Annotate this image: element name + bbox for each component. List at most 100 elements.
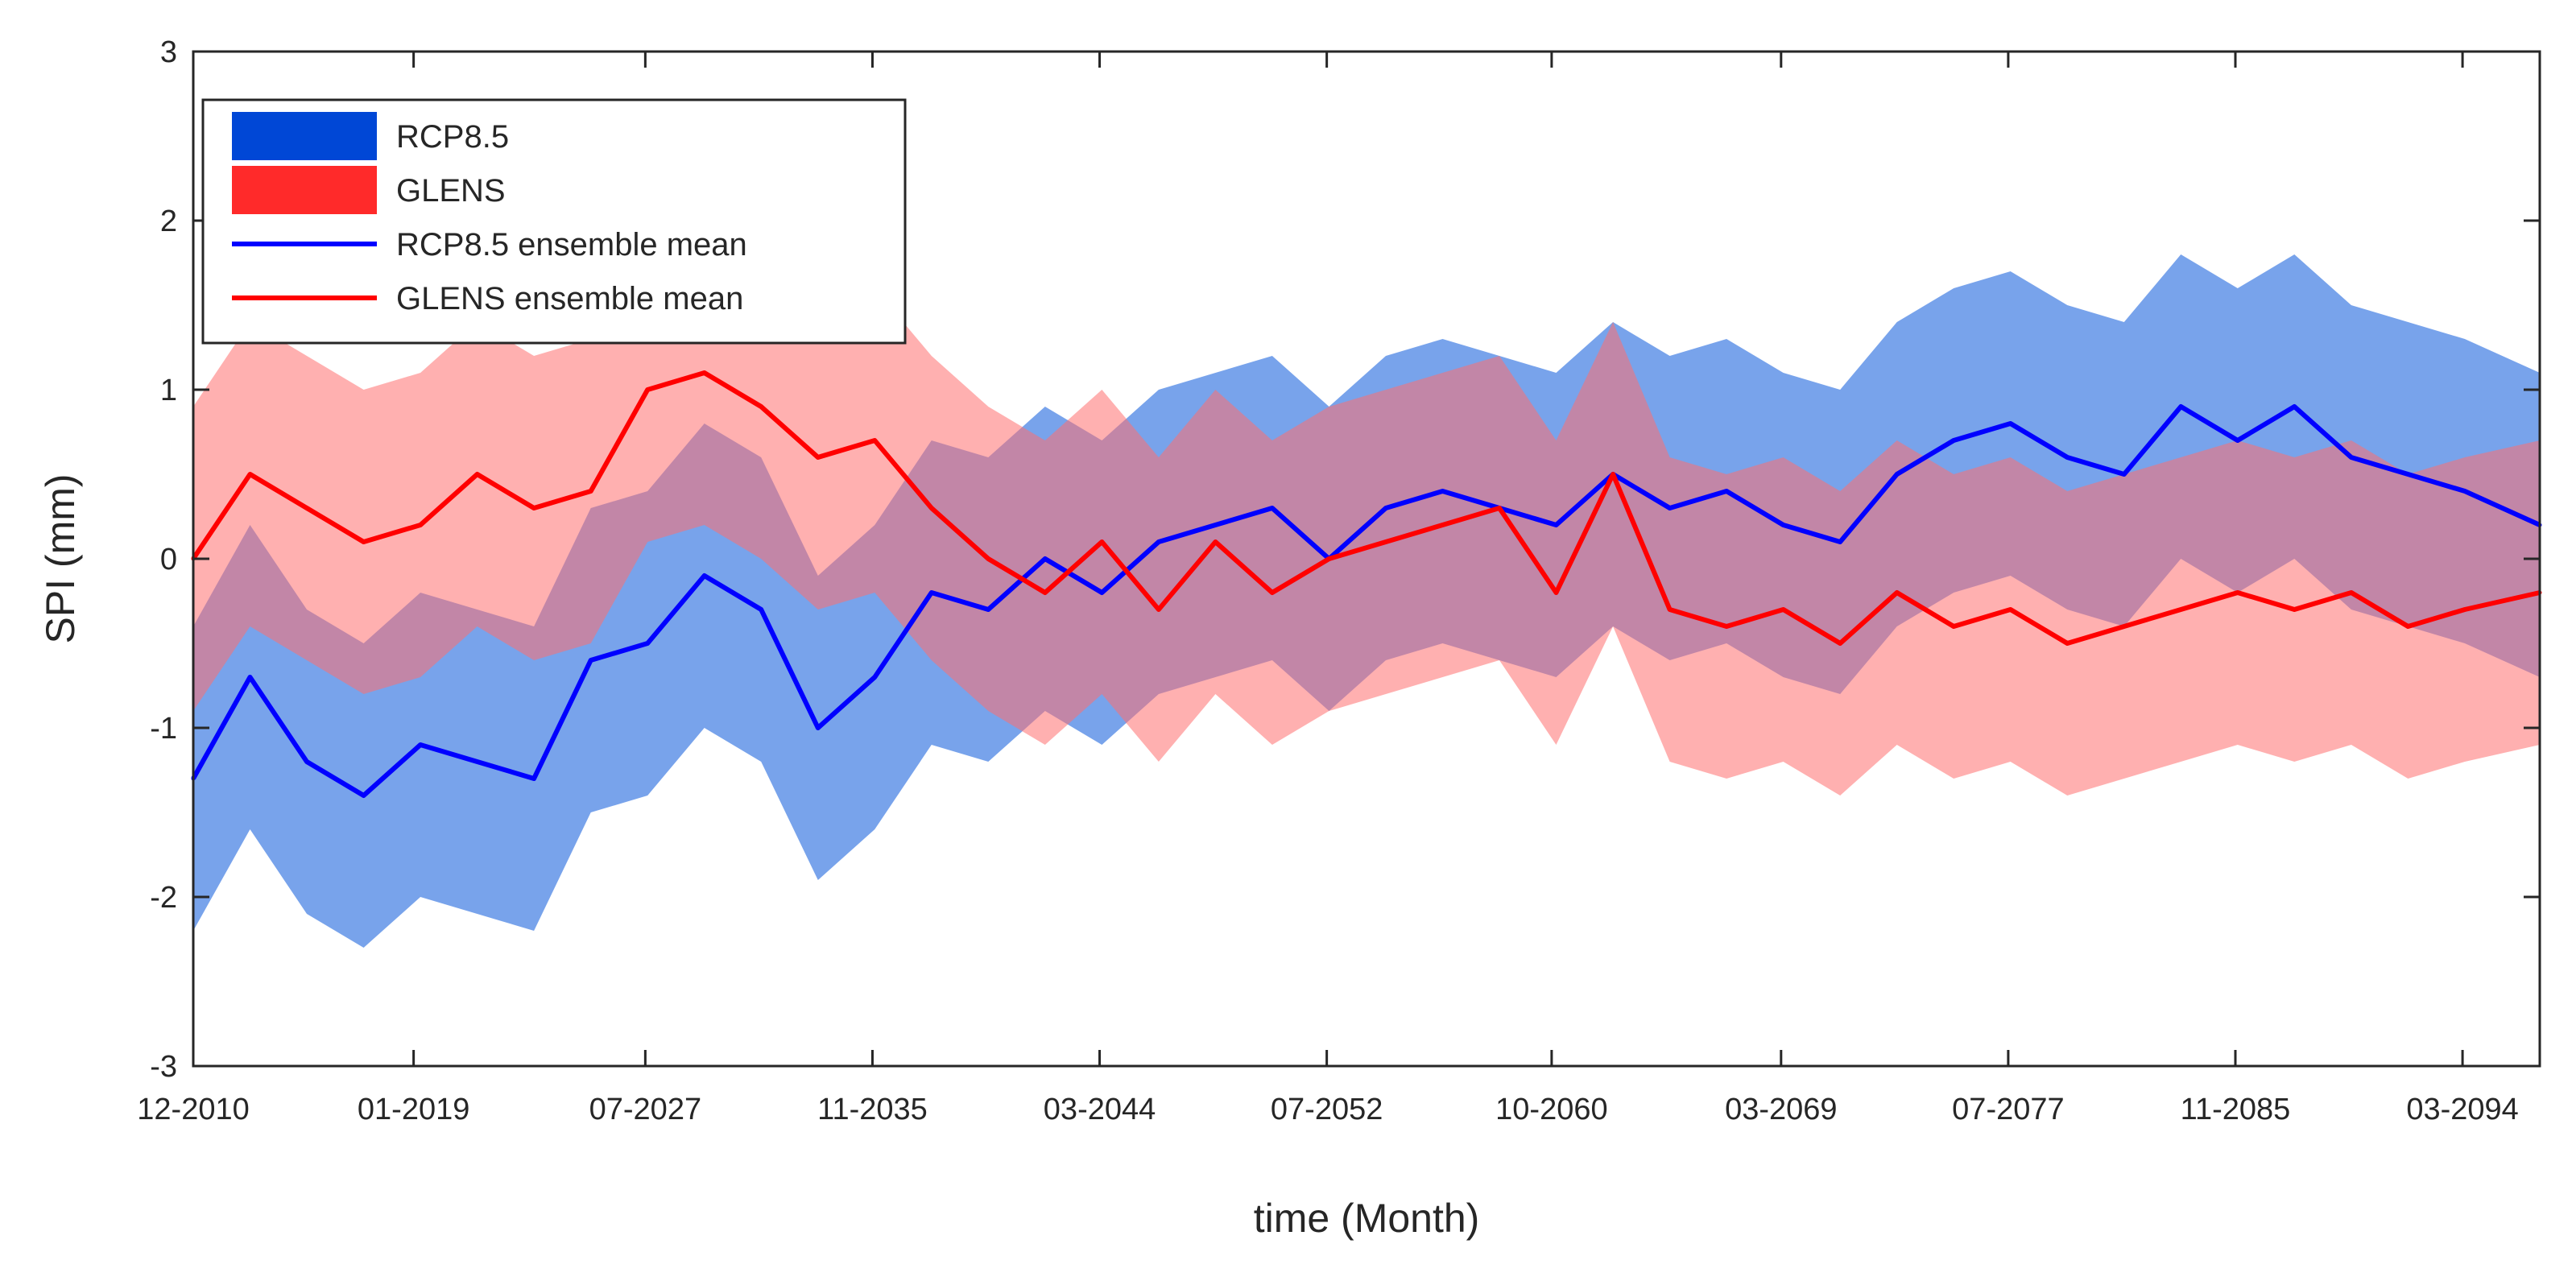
line-rcp8-5-ensemble-mean (191, 404, 2541, 798)
point-glens-ensemble-mean (1724, 624, 1729, 629)
line-glens-ensemble-mean (191, 370, 2541, 646)
x-tick-label: 07-2077 (1952, 1093, 2064, 1126)
point-rcp8-5-ensemble-mean (2065, 455, 2069, 460)
x-tick-label: 07-2027 (589, 1093, 701, 1126)
x-axis-title: time (Month) (1254, 1196, 1480, 1241)
point-glens-ensemble-mean (872, 438, 877, 443)
point-glens-ensemble-mean (2292, 607, 2297, 612)
band-glens-ensemble-mean (193, 221, 2540, 796)
y-axis-title: SPI (mm) (38, 473, 83, 643)
point-glens-ensemble-mean (589, 489, 593, 494)
point-rcp8-5-ensemble-mean (872, 675, 877, 680)
point-glens-ensemble-mean (1668, 607, 1673, 612)
x-tick-label: 07-2052 (1271, 1093, 1383, 1126)
x-tick-label: 03-2094 (2406, 1093, 2518, 1126)
point-glens-ensemble-mean (1781, 607, 1786, 612)
point-glens-ensemble-mean (929, 506, 934, 510)
point-glens-ensemble-mean (418, 523, 423, 527)
legend-label-glens-ensemble-mean: GLENS ensemble mean (396, 281, 743, 316)
x-axis: 12-2010 01-2019 07-2027 11-2035 03-2044 07-20… (137, 52, 2519, 1126)
point-rcp8-5-ensemble-mean (1156, 539, 1161, 544)
point-rcp8-5-ensemble-mean (1441, 489, 1445, 494)
point-rcp8-5-ensemble-mean (362, 793, 366, 798)
point-glens-ensemble-mean (816, 455, 821, 460)
point-rcp8-5-ensemble-mean (2462, 489, 2467, 494)
point-glens-ensemble-mean (304, 506, 309, 510)
x-tick-label: 11-2085 (2181, 1093, 2291, 1126)
y-axis: -3 -2 -1 0 1 2 3 (150, 35, 2540, 1084)
point-glens-ensemble-mean (1838, 641, 1842, 646)
point-rcp8-5-ensemble-mean (589, 658, 593, 663)
point-glens-ensemble-mean (1951, 624, 1956, 629)
x-tick-label: 03-2044 (1044, 1093, 1156, 1126)
point-glens-ensemble-mean (759, 404, 763, 409)
point-glens-ensemble-mean (2178, 607, 2183, 612)
point-glens-ensemble-mean (1383, 539, 1388, 544)
point-rcp8-5-ensemble-mean (1668, 506, 1673, 510)
point-glens-ensemble-mean (2405, 624, 2410, 629)
point-glens-ensemble-mean (1213, 539, 1218, 544)
point-rcp8-5-ensemble-mean (816, 725, 821, 730)
point-glens-ensemble-mean (702, 370, 707, 375)
point-rcp8-5-ensemble-mean (929, 590, 934, 595)
point-glens-ensemble-mean (1099, 539, 1104, 544)
y-tick-label: -3 (150, 1050, 177, 1084)
point-glens-ensemble-mean (1895, 590, 1900, 595)
point-glens-ensemble-mean (362, 539, 366, 544)
point-glens-ensemble-mean (1554, 590, 1558, 595)
point-glens-ensemble-mean (2065, 641, 2069, 646)
point-rcp8-5-ensemble-mean (1213, 523, 1218, 527)
point-rcp8-5-ensemble-mean (2008, 421, 2013, 426)
point-glens-ensemble-mean (1327, 556, 1331, 561)
point-glens-ensemble-mean (2235, 590, 2240, 595)
point-glens-ensemble-mean (645, 387, 650, 392)
point-rcp8-5-ensemble-mean (1270, 506, 1275, 510)
point-rcp8-5-ensemble-mean (2122, 472, 2127, 477)
point-glens-ensemble-mean (2008, 607, 2013, 612)
point-rcp8-5-ensemble-mean (248, 675, 252, 680)
point-rcp8-5-ensemble-mean (2292, 404, 2297, 409)
point-glens-ensemble-mean (1043, 590, 1048, 595)
point-rcp8-5-ensemble-mean (986, 607, 990, 612)
point-rcp8-5-ensemble-mean (418, 742, 423, 747)
x-tick-label: 11-2035 (817, 1093, 928, 1126)
point-rcp8-5-ensemble-mean (2405, 472, 2410, 477)
legend-swatch-glens (232, 166, 377, 214)
point-glens-ensemble-mean (2122, 624, 2127, 629)
x-tick-label: 01-2019 (358, 1093, 469, 1126)
point-glens-ensemble-mean (2349, 590, 2354, 595)
point-rcp8-5-ensemble-mean (304, 759, 309, 764)
point-rcp8-5-ensemble-mean (2235, 438, 2240, 443)
y-tick-label: 0 (160, 543, 177, 577)
point-rcp8-5-ensemble-mean (1724, 489, 1729, 494)
x-tick-label: 03-2069 (1725, 1093, 1837, 1126)
point-glens-ensemble-mean (1441, 523, 1445, 527)
point-rcp8-5-ensemble-mean (531, 776, 536, 781)
y-tick-label: -2 (150, 881, 177, 915)
point-rcp8-5-ensemble-mean (2178, 404, 2183, 409)
x-tick-label: 10-2060 (1495, 1093, 1607, 1126)
point-rcp8-5-ensemble-mean (1951, 438, 1956, 443)
x-tick-label: 12-2010 (137, 1093, 249, 1126)
point-rcp8-5-ensemble-mean (1838, 539, 1842, 544)
point-rcp8-5-ensemble-mean (1099, 590, 1104, 595)
point-glens-ensemble-mean (531, 506, 536, 510)
point-rcp8-5-ensemble-mean (645, 641, 650, 646)
point-rcp8-5-ensemble-mean (1781, 523, 1786, 527)
legend: RCP8.5 GLENS RCP8.5 ensemble mean GLENS ens… (201, 98, 907, 345)
point-glens-ensemble-mean (1270, 590, 1275, 595)
point-rcp8-5-ensemble-mean (1895, 472, 1900, 477)
point-glens-ensemble-mean (1611, 472, 1615, 477)
point-rcp8-5-ensemble-mean (1554, 523, 1558, 527)
point-glens-ensemble-mean (248, 472, 252, 477)
point-rcp8-5-ensemble-mean (1383, 506, 1388, 510)
y-tick-label: 3 (160, 35, 177, 69)
y-tick-label: -1 (150, 712, 177, 746)
y-tick-label: 2 (160, 205, 177, 238)
point-glens-ensemble-mean (2462, 607, 2467, 612)
legend-label-glens: GLENS (396, 173, 506, 209)
point-rcp8-5-ensemble-mean (1043, 556, 1048, 561)
legend-swatch-rcp8-5 (232, 112, 377, 160)
